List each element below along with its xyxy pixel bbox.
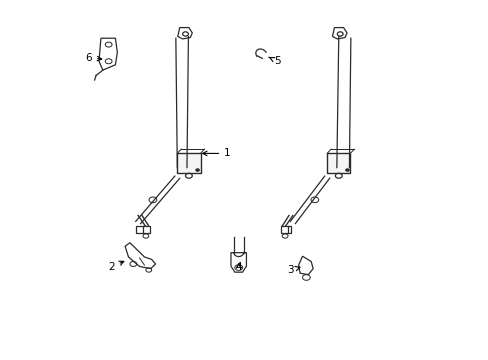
Text: 1: 1 xyxy=(202,148,230,158)
Text: 5: 5 xyxy=(268,56,280,66)
Bar xyxy=(326,153,350,173)
Circle shape xyxy=(195,168,199,171)
Text: 3: 3 xyxy=(286,265,299,275)
Circle shape xyxy=(345,168,349,171)
Text: 6: 6 xyxy=(85,53,102,63)
Text: 2: 2 xyxy=(108,261,123,272)
Bar xyxy=(177,153,200,173)
Text: 4: 4 xyxy=(235,262,242,272)
